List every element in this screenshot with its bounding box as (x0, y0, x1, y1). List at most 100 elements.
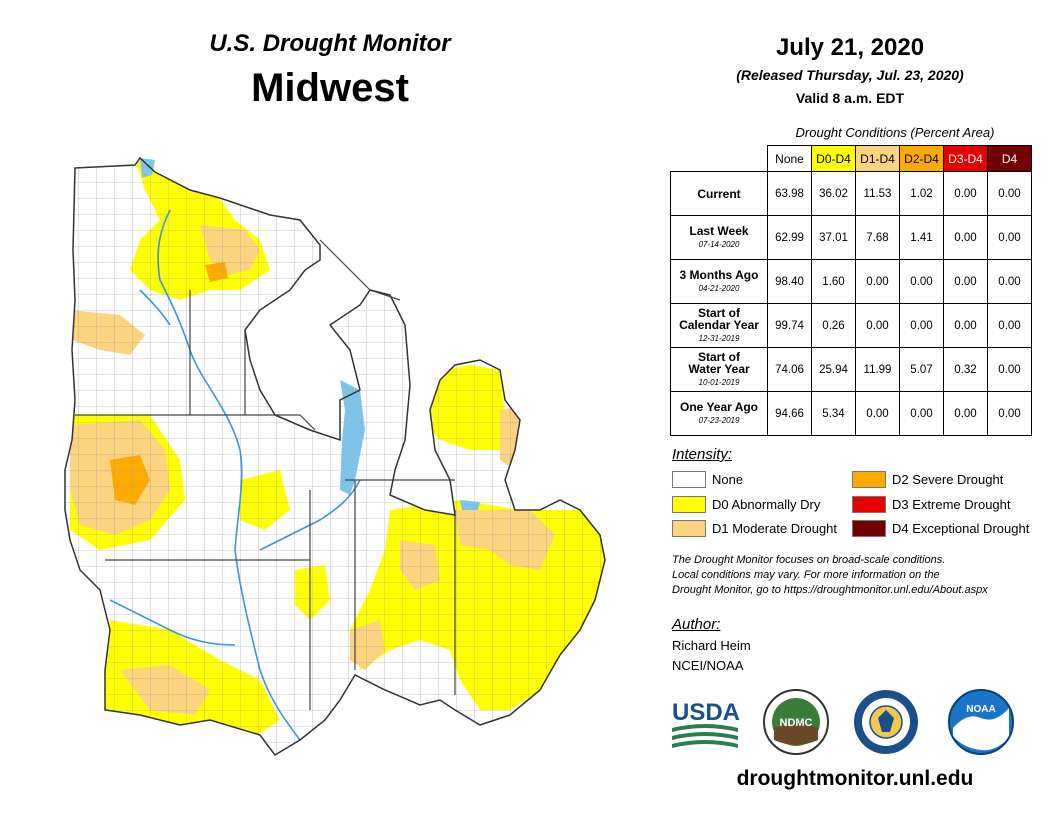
row-label: One Year Ago 07-23-2019 (670, 391, 768, 436)
row-date: 07-14-2020 (698, 239, 740, 249)
author-org: NCEI/NOAA (672, 658, 744, 673)
noaa-logo-text: NOAA (966, 704, 995, 715)
table-cell: 7.68 (855, 215, 900, 260)
ndmc-logo-text: NDMC (780, 717, 813, 729)
table-caption: Drought Conditions (Percent Area) (795, 125, 995, 140)
table-cell: 62.99 (767, 215, 812, 260)
row-date: 12-31-2019 (698, 333, 740, 343)
legend-swatch (852, 496, 886, 513)
table-cell: 5.07 (899, 347, 944, 392)
legend-item: D3 Extreme Drought (852, 496, 1011, 513)
row-label-line: Current (697, 186, 741, 201)
row-label: 3 Months Ago 04-21-2020 (670, 259, 768, 304)
map-date: July 21, 2020 (775, 34, 925, 61)
usda-logo-text: USDA (672, 699, 740, 726)
note-line: Drought Monitor, go to https://droughtmo… (672, 584, 988, 596)
great-lakes (140, 158, 480, 510)
legend-label: D4 Exceptional Drought (892, 521, 1030, 536)
column-header: D4 (987, 145, 1032, 172)
column-header: D0-D4 (811, 145, 856, 172)
table-cell: 36.02 (811, 171, 856, 216)
valid-time: Valid 8 a.m. EDT (795, 90, 905, 106)
table-cell: 0.00 (899, 259, 944, 304)
legend-item: D2 Severe Drought (852, 471, 1003, 488)
row-label: Start of Water Year 10-01-2019 (670, 347, 768, 392)
row-label-line: Calendar Year (679, 317, 759, 332)
column-header: D2-D4 (899, 145, 944, 172)
legend-swatch (672, 471, 706, 488)
legend-item: D1 Moderate Drought (672, 520, 837, 537)
intensity-title: Intensity: (672, 446, 733, 463)
website-url[interactable]: droughtmonitor.unl.edu (736, 767, 974, 790)
ndmc-logo: NDMC (763, 689, 829, 755)
usda-logo: USDA (672, 699, 740, 748)
row-label-line: One Year Ago (679, 399, 759, 414)
table-row: Start of Calendar Year 12-31-2019 99.74 0.26… (670, 303, 1032, 348)
table-cell: 0.00 (987, 347, 1032, 392)
table-cell: 0.00 (855, 259, 900, 304)
table-cell: 0.00 (987, 391, 1032, 436)
table-cell: 63.98 (767, 171, 812, 216)
legend-swatch (852, 471, 886, 488)
legend-item: D0 Abnormally Dry (672, 496, 820, 513)
table-cell: 25.94 (811, 347, 856, 392)
drought-conditions-table: None D0-D4 D1-D4 D2-D4 D3-D4 D4 Current 63.98 36… (670, 145, 1032, 436)
rivers (109, 209, 361, 741)
legend-label: D2 Severe Drought (892, 472, 1004, 487)
legend-label: D0 Abnormally Dry (712, 497, 821, 512)
table-row: Current 63.98 36.02 11.53 1.02 0.00 0.00 (670, 171, 1032, 216)
commerce-seal (854, 690, 918, 754)
author-name: Richard Heim (672, 638, 751, 653)
row-label: Last Week 07-14-2020 (670, 215, 768, 260)
disclaimer-note: The Drought Monitor focuses on broad-sca… (672, 553, 1042, 598)
table-cell: 0.00 (943, 391, 988, 436)
table-cell: 99.74 (767, 303, 812, 348)
table-cell: 5.34 (811, 391, 856, 436)
table-cell: 0.00 (943, 259, 988, 304)
release-date: (Released Thursday, Jul. 23, 2020) (736, 67, 964, 83)
legend-label: None (712, 472, 744, 487)
drought-map (64, 156, 606, 756)
table-cell: 11.53 (855, 171, 900, 216)
column-header: None (767, 145, 812, 172)
row-label-line: Last Week (689, 223, 749, 238)
table-cell: 1.60 (811, 259, 856, 304)
table-cell: 0.00 (987, 171, 1032, 216)
row-label-line: 3 Months Ago (679, 267, 759, 282)
table-row: Start of Water Year 10-01-2019 74.06 25.94 11… (670, 347, 1032, 392)
table-cell: 0.00 (899, 303, 944, 348)
row-date: 10-01-2019 (698, 377, 740, 387)
legend-label: D1 Moderate Drought (712, 521, 838, 536)
row-label: Current (670, 171, 768, 216)
region-outline (64, 156, 606, 756)
map-subtitle: U.S. Drought Monitor (209, 30, 451, 57)
note-line: The Drought Monitor focuses on broad-sca… (672, 554, 946, 566)
table-cell: 1.41 (899, 215, 944, 260)
table-row: Last Week 07-14-2020 62.99 37.01 7.68 1.41 0.0… (670, 215, 1032, 260)
table-cell: 0.00 (943, 171, 988, 216)
table-corner (671, 146, 768, 172)
column-header: D1-D4 (855, 145, 900, 172)
table-cell: 0.26 (811, 303, 856, 348)
row-label-line: Start of (698, 349, 740, 364)
table-cell: 0.00 (855, 303, 900, 348)
table-cell: 0.32 (943, 347, 988, 392)
row-date: 07-23-2019 (698, 415, 740, 425)
state-borders (75, 239, 456, 710)
table-row: One Year Ago 07-23-2019 94.66 5.34 0.00 0.00 0… (670, 391, 1032, 436)
legend-item: None (672, 471, 743, 488)
note-line: Local conditions may vary. For more info… (672, 569, 940, 581)
column-header: D3-D4 (943, 145, 988, 172)
table-cell: 74.06 (767, 347, 812, 392)
table-cell: 0.00 (943, 303, 988, 348)
table-cell: 0.00 (987, 215, 1032, 260)
row-date: 04-21-2020 (698, 283, 740, 293)
table-cell: 0.00 (943, 215, 988, 260)
legend-swatch (672, 520, 706, 537)
legend-swatch (852, 520, 886, 537)
region-title: Midwest (251, 66, 409, 110)
table-row: 3 Months Ago 04-21-2020 98.40 1.60 0.00 0.00 0… (670, 259, 1032, 304)
legend-item: D4 Exceptional Drought (852, 520, 1029, 537)
row-label: Start of Calendar Year 12-31-2019 (670, 303, 768, 348)
table-cell: 11.99 (855, 347, 900, 392)
